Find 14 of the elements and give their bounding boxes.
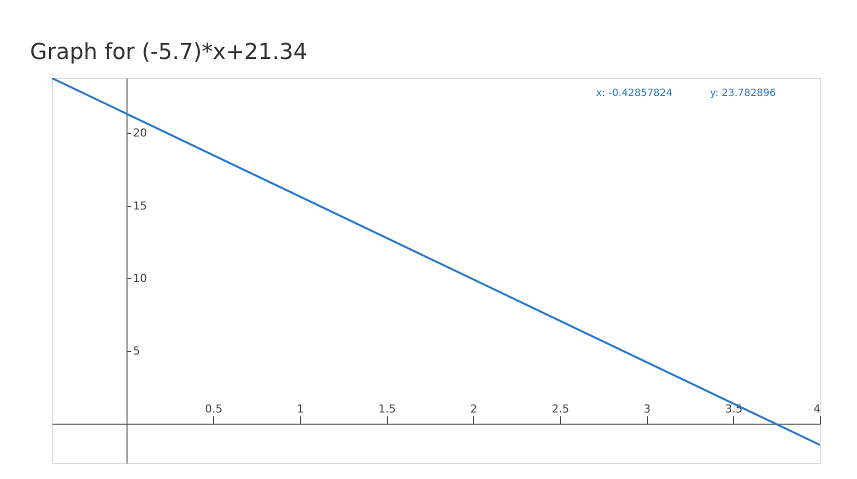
x-tick-label: 4: [814, 402, 820, 416]
x-tick-label: 2.5: [552, 402, 570, 416]
x-tick-label: 2: [470, 402, 478, 416]
y-tick-label: 15: [133, 199, 148, 212]
x-tick-label: 3: [644, 402, 651, 416]
x-tick-label: 0.5: [204, 402, 222, 416]
annotation: x: -0.42857824: [596, 88, 673, 99]
x-tick-label: 1.5: [378, 402, 396, 416]
y-tick-label: 10: [133, 272, 148, 285]
x-tick-label: 1: [296, 402, 304, 416]
y-tick-label: 20: [133, 126, 148, 140]
annotation: y: 23.782896: [710, 88, 776, 99]
y-tick-label: 5: [133, 344, 140, 358]
chart-title: Graph for (-5.7)*x+21.34: [30, 40, 308, 65]
